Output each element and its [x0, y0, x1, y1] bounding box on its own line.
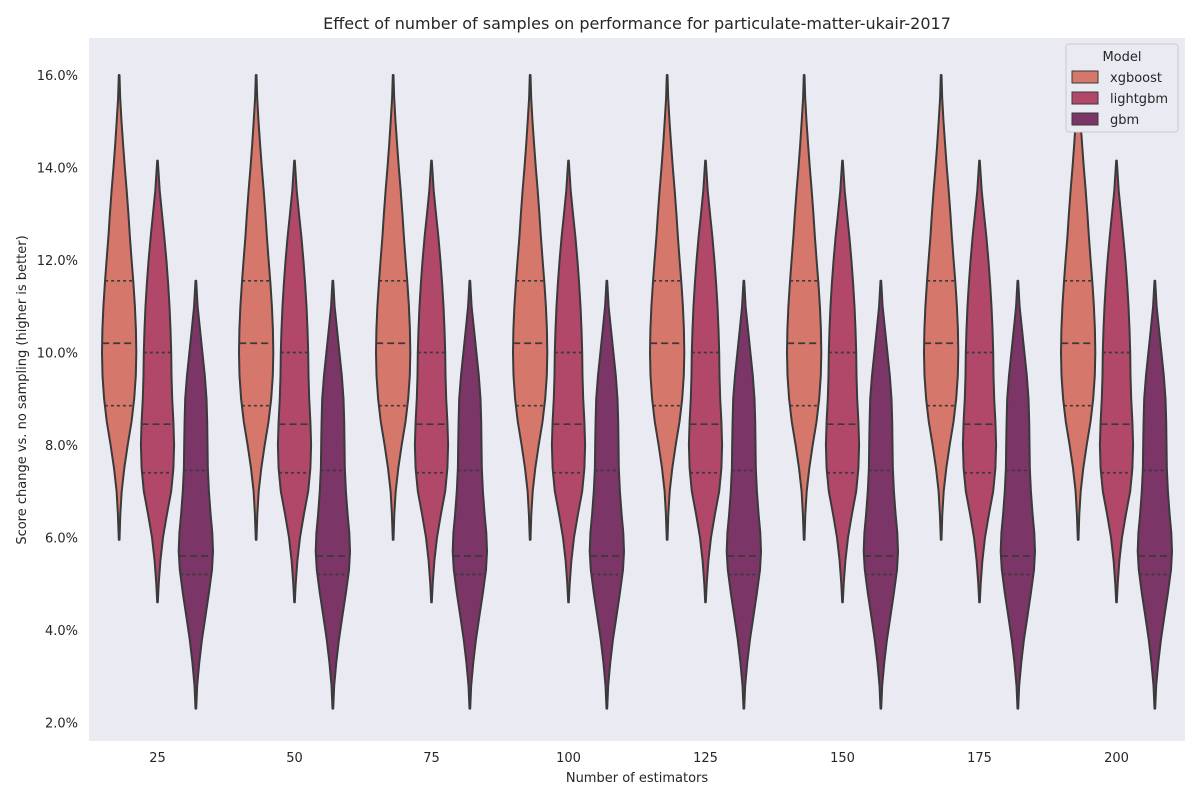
y-tick-label: 4.0%: [45, 624, 78, 639]
legend-label-xgboost: xgboost: [1110, 71, 1162, 86]
violin-gbm-150: [862, 279, 899, 710]
y-tick-label: 6.0%: [45, 532, 78, 547]
x-tick-label: 150: [830, 751, 855, 766]
violin-lightgbm-50: [276, 159, 313, 604]
legend: Model xgboost lightgbm gbm: [1065, 43, 1179, 133]
violin-lightgbm-75: [413, 159, 450, 604]
violin-gbm-200: [1136, 279, 1173, 710]
violin-gbm-25: [177, 279, 214, 710]
legend-swatch-lightgbm: [1071, 91, 1099, 105]
y-axis-ticks: 2.0% 4.0% 6.0% 8.0% 10.0% 12.0% 14.0% 16.0%: [37, 69, 78, 732]
violin-gbm-100: [588, 279, 625, 710]
violin-lightgbm-200: [1098, 159, 1135, 604]
violin-gbm-125: [725, 279, 762, 710]
y-axis-title: Score change vs. no sampling (higher is …: [15, 235, 30, 544]
x-tick-label: 75: [423, 751, 440, 766]
legend-box: [1065, 43, 1179, 133]
y-tick-label: 10.0%: [37, 347, 78, 362]
violin-xgboost-50: [238, 74, 275, 541]
violin-xgboost-25: [101, 74, 138, 541]
y-tick-label: 12.0%: [37, 254, 78, 269]
violin-lightgbm-175: [961, 159, 998, 604]
x-axis-title: Number of estimators: [566, 771, 709, 786]
x-tick-label: 25: [149, 751, 166, 766]
x-tick-label: 175: [967, 751, 992, 766]
legend-swatch-gbm: [1071, 112, 1099, 126]
violin-xgboost-100: [512, 74, 549, 541]
legend-swatch-xgboost: [1071, 70, 1099, 84]
violins-group: [101, 74, 1173, 710]
x-axis-ticks: 25 50 75 100 125 150 175 200: [149, 751, 1129, 766]
y-tick-label: 16.0%: [37, 69, 78, 84]
violin-lightgbm-25: [139, 159, 176, 604]
x-tick-label: 125: [693, 751, 718, 766]
x-tick-label: 100: [556, 751, 581, 766]
violin-lightgbm-125: [687, 159, 724, 604]
y-tick-label: 2.0%: [45, 717, 78, 732]
violin-gbm-175: [999, 279, 1036, 710]
violin-xgboost-75: [375, 74, 412, 541]
legend-title: Model: [1102, 50, 1141, 65]
legend-label-lightgbm: lightgbm: [1110, 92, 1168, 107]
violin-lightgbm-100: [550, 159, 587, 604]
y-tick-label: 8.0%: [45, 439, 78, 454]
violin-gbm-75: [451, 279, 488, 710]
chart-title: Effect of number of samples on performan…: [323, 14, 951, 33]
x-tick-label: 50: [286, 751, 303, 766]
violin-xgboost-150: [786, 74, 823, 541]
violin-lightgbm-150: [824, 159, 861, 604]
y-tick-label: 14.0%: [37, 162, 78, 177]
legend-label-gbm: gbm: [1110, 113, 1139, 128]
violin-xgboost-175: [923, 74, 960, 541]
violin-xgboost-125: [649, 74, 686, 541]
violin-gbm-50: [314, 279, 351, 710]
x-tick-label: 200: [1104, 751, 1129, 766]
